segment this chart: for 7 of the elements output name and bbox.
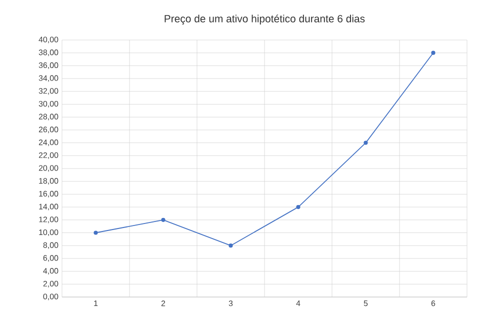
point bbox=[431, 50, 436, 55]
point bbox=[296, 205, 300, 210]
point bbox=[364, 140, 368, 145]
point bbox=[94, 230, 98, 235]
point bbox=[161, 218, 166, 222]
point bbox=[228, 244, 233, 248]
chart-title: Preço de um ativo hipotético durante 6 dias bbox=[164, 14, 365, 25]
